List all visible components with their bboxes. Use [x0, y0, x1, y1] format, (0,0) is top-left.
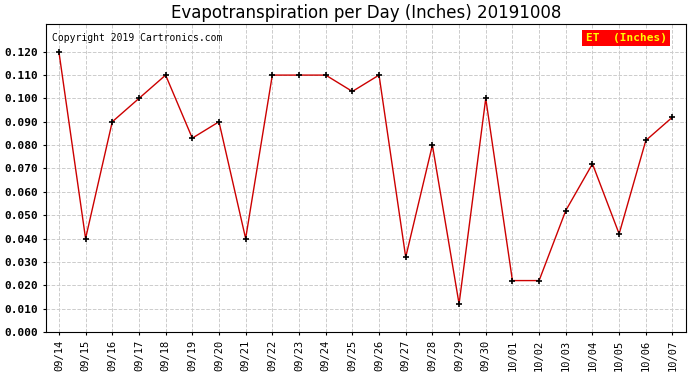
Text: ET  (Inches): ET (Inches): [586, 33, 667, 43]
Title: Evapotranspiration per Day (Inches) 20191008: Evapotranspiration per Day (Inches) 2019…: [170, 4, 561, 22]
Text: Copyright 2019 Cartronics.com: Copyright 2019 Cartronics.com: [52, 33, 222, 43]
